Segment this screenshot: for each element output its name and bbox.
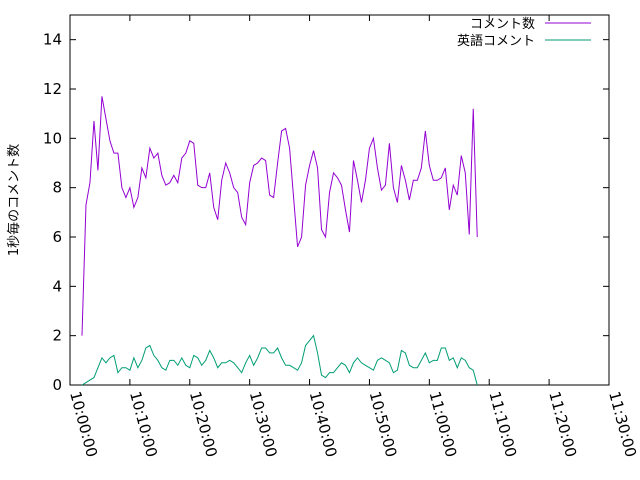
x-axis: 10:00:00 10:10:00 10:20:00 10:30:00 10:40:00… xyxy=(66,15,640,459)
x-tick-label: 10:00:00 xyxy=(66,389,101,459)
y-tick-label: 2 xyxy=(52,327,62,345)
x-tick-label: 10:30:00 xyxy=(246,389,281,459)
y-tick-label: 14 xyxy=(43,31,62,49)
series-layer xyxy=(81,96,478,386)
y-tick-label: 6 xyxy=(52,228,62,246)
x-tick-label: 10:10:00 xyxy=(126,389,161,459)
plot-frame xyxy=(69,14,610,386)
y-tick-label: 0 xyxy=(52,376,62,394)
y-tick-label: 12 xyxy=(43,80,62,98)
y-tick-label: 8 xyxy=(52,179,62,197)
x-tick-label: 11:20:00 xyxy=(545,389,580,459)
legend-label: コメント数 xyxy=(470,17,535,32)
y-axis: 0 2 4 6 8 10 12 14 xyxy=(43,31,609,394)
y-tick-label: 4 xyxy=(52,277,62,295)
y-axis-label: 1秒毎のコメント数 xyxy=(6,144,22,256)
x-tick-label: 10:20:00 xyxy=(186,389,221,459)
legend-label: 英語コメント xyxy=(457,33,535,49)
x-tick-label: 10:50:00 xyxy=(366,389,401,459)
x-tick-label: 11:30:00 xyxy=(605,389,640,459)
x-tick-label: 10:40:00 xyxy=(306,389,341,459)
series-line-1 xyxy=(81,96,478,336)
x-tick-label: 11:00:00 xyxy=(425,389,460,459)
series-line-2 xyxy=(81,334,478,386)
y-tick-label: 10 xyxy=(43,129,62,147)
x-tick-label: 11:10:00 xyxy=(485,389,520,459)
